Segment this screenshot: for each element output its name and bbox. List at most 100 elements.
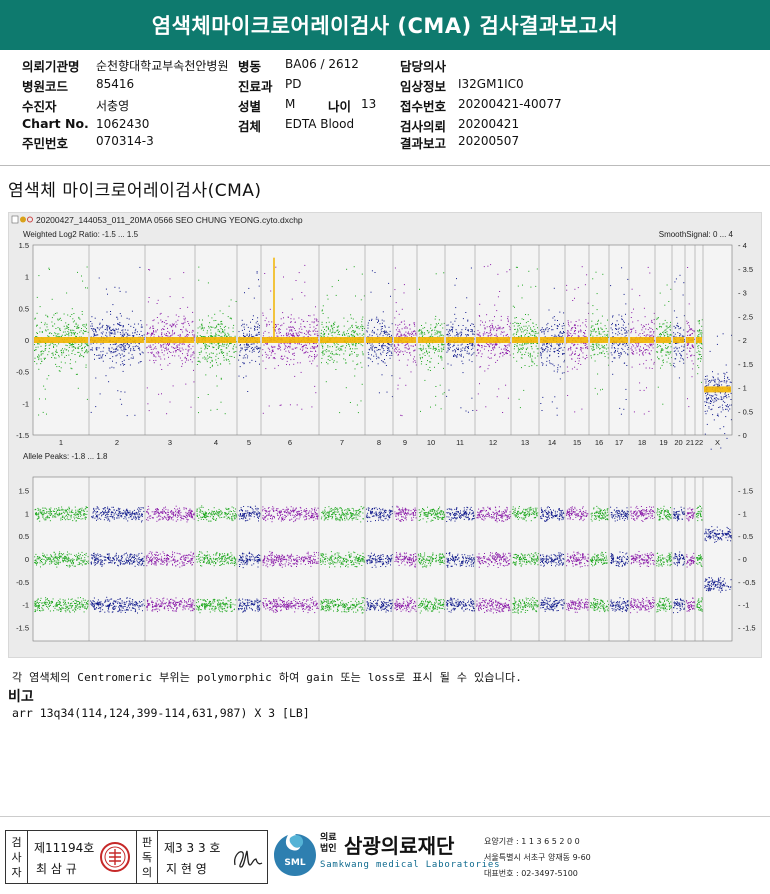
allele-point: [218, 602, 220, 604]
allele-point: [132, 560, 134, 562]
allele-point: [55, 604, 57, 606]
log2-point: [172, 324, 174, 326]
log2-point: [289, 329, 291, 331]
allele-point: [316, 562, 318, 564]
allele-point: [123, 604, 125, 606]
allele-point: [233, 556, 235, 558]
log2-point: [70, 344, 72, 345]
log2-point: [217, 329, 219, 330]
allele-point: [147, 511, 149, 513]
allele-point: [304, 519, 306, 521]
log2-point: [68, 346, 70, 348]
log2-point: [190, 348, 192, 350]
log2-point: [75, 322, 77, 324]
allele-point: [224, 555, 226, 557]
allele-point: [258, 557, 260, 558]
allele-point: [179, 601, 181, 603]
allele-point: [204, 603, 206, 605]
log2-point: [55, 336, 57, 338]
log2-point: [111, 329, 113, 331]
log2-point: [68, 327, 70, 328]
log2-point: [289, 333, 291, 335]
allele-point: [310, 516, 312, 518]
allele-point: [242, 598, 244, 600]
allele-point: [247, 512, 249, 513]
allele-point: [202, 506, 204, 508]
allele-point: [64, 609, 66, 611]
allele-point: [215, 558, 217, 560]
allele-point: [70, 562, 72, 564]
log2-outlier: [283, 317, 284, 319]
allele-point: [126, 601, 128, 602]
allele-point: [79, 608, 81, 610]
log2-outlier: [86, 349, 88, 351]
allele-point: [282, 519, 284, 521]
allele-point: [112, 560, 114, 562]
allele-point: [239, 600, 241, 602]
log2-point: [38, 343, 40, 345]
log2-point: [187, 346, 189, 348]
allele-point: [248, 552, 250, 554]
allele-point: [84, 554, 86, 555]
allele-point: [83, 604, 85, 606]
allele-point: [256, 514, 258, 516]
allele-point: [99, 601, 101, 603]
allele-point: [262, 508, 264, 510]
log2-point: [81, 328, 82, 329]
allele-point: [175, 515, 176, 517]
log2-point: [243, 336, 245, 337]
allele-point: [37, 598, 39, 600]
allele-point: [233, 507, 235, 509]
allele-point: [152, 609, 154, 610]
allele-point: [82, 560, 84, 562]
allele-point: [192, 553, 194, 555]
log2-point: [98, 357, 100, 359]
log2-point: [170, 352, 172, 353]
log2-point: [289, 345, 291, 347]
allele-point: [147, 562, 149, 564]
allele-point: [257, 508, 259, 510]
allele-point: [130, 516, 132, 518]
log2-point: [216, 325, 218, 327]
allele-point: [39, 607, 40, 609]
log2-outlier: [294, 322, 296, 323]
log2-point: [130, 348, 131, 350]
allele-point: [188, 560, 190, 562]
allele-point: [122, 563, 124, 565]
log2-point: [72, 343, 73, 345]
allele-point: [58, 607, 60, 609]
log2-outlier: [279, 404, 281, 406]
allele-point: [147, 601, 149, 603]
log2-point: [241, 329, 243, 331]
allele-point: [156, 605, 158, 607]
log2-outlier: [121, 403, 123, 405]
allele-point: [190, 554, 192, 556]
allele-point: [138, 600, 140, 602]
log2-point: [233, 351, 235, 353]
allele-point: [107, 516, 109, 518]
log2-point: [249, 333, 250, 335]
log2-point: [34, 350, 35, 351]
log2-point: [293, 335, 295, 337]
log2-point: [34, 357, 36, 359]
log2-point: [127, 329, 129, 331]
log2-point: [317, 345, 318, 346]
log2-point: [167, 316, 169, 318]
log2-outlier: [169, 278, 171, 280]
allele-point: [189, 511, 191, 513]
allele-point: [235, 515, 237, 517]
allele-point: [108, 518, 110, 520]
log2-point: [172, 329, 174, 331]
log2-outlier: [38, 275, 40, 277]
log2-point: [81, 350, 83, 352]
allele-point: [112, 608, 114, 610]
log2-point: [168, 351, 170, 353]
allele-point: [159, 512, 160, 514]
allele-point: [71, 511, 73, 513]
allele-point: [93, 562, 95, 564]
allele-point: [224, 513, 226, 515]
allele-point: [169, 511, 171, 513]
allele-point: [188, 605, 190, 607]
log2-point: [44, 322, 46, 324]
allele-point: [46, 559, 48, 561]
